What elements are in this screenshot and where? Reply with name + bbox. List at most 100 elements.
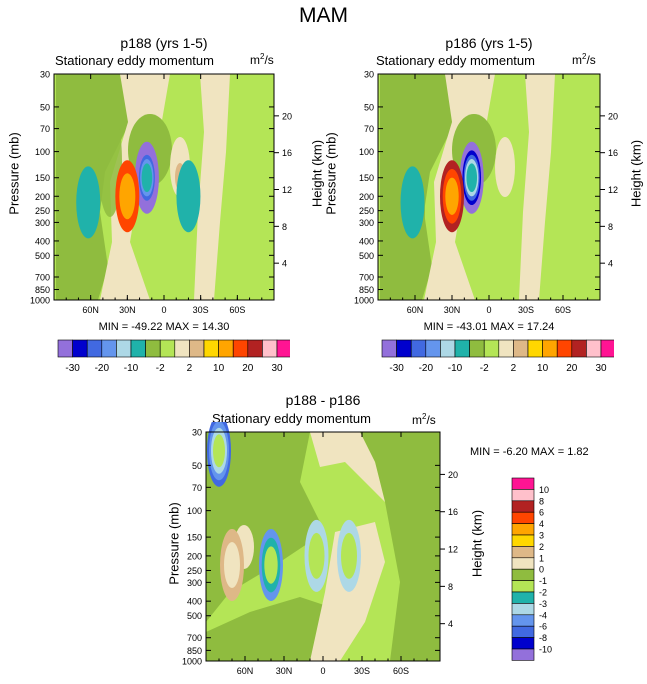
colorbar-label: 30 [595, 363, 607, 374]
colorbar-swatch [600, 339, 614, 358]
colorbar-swatch [527, 339, 543, 358]
contour-features [207, 422, 361, 602]
colorbar-label: -4 [539, 610, 547, 620]
y-tick-label: 850 [359, 285, 374, 295]
y-tick-label: 30 [364, 70, 374, 80]
colorbar-swatch [511, 511, 535, 524]
colorbar-swatch [542, 339, 558, 358]
panel-3-units: m2/s [412, 412, 436, 427]
y-tick-label: 100 [35, 147, 50, 157]
y-tick-label: 50 [364, 102, 374, 112]
panel-3-stats: MIN = -6.20 MAX = 1.82 [470, 446, 589, 458]
colorbar-label: -10 [448, 363, 463, 374]
contour-shade [445, 177, 459, 215]
colorbar-label: -6 [539, 622, 547, 632]
y-tick-label: 70 [192, 483, 202, 493]
y-tick-label: 1000 [182, 657, 202, 667]
contour-sh-band [194, 74, 230, 300]
contour-features [76, 141, 201, 239]
y2-tick-label: 4 [608, 259, 613, 269]
contour-shade [213, 434, 225, 468]
contour-features [400, 141, 484, 239]
y2-tick-label: 16 [448, 507, 458, 517]
panel-1-stats: MIN = -49.22 MAX = 14.30 [98, 321, 230, 333]
colorbar-swatch [425, 339, 441, 358]
colorbar-label: -2 [480, 363, 489, 374]
contour-sh-region [360, 432, 440, 661]
y2-tick-label: 8 [448, 582, 453, 592]
x-axis: 60N 30N 0 30S 60S [53, 74, 275, 315]
colorbar-swatch [57, 339, 73, 358]
y-tick-label: 300 [35, 218, 50, 228]
y-tick-label: 250 [187, 566, 202, 576]
contour-lower-region [206, 597, 330, 661]
panel-1-units: m2/s [250, 52, 274, 67]
colorbar-label: 2 [539, 542, 544, 552]
panel-1-subtitle: Stationary eddy momentum [55, 53, 214, 68]
panel-2-colorbar: -30 -20 -10 -2 2 10 20 30 [381, 339, 614, 374]
colorbar-label: 10 [213, 363, 225, 374]
panel-2-subtitle: Stationary eddy momentum [376, 53, 535, 68]
colorbar-label: 6 [539, 508, 544, 518]
x-tick-label: 60S [229, 305, 245, 315]
colorbar-label: -10 [539, 645, 552, 655]
colorbar-swatch [262, 339, 278, 358]
colorbar-swatch [159, 339, 176, 358]
colorbar-swatch [511, 648, 535, 661]
y-tick-label: 850 [35, 285, 50, 295]
contour-shade [141, 163, 153, 193]
y-tick-label: 70 [364, 124, 374, 134]
colorbar-label: 20 [242, 363, 254, 374]
x-tick-label: 30N [276, 666, 293, 676]
y-tick-label: 500 [35, 251, 50, 261]
y-tick-label: 700 [359, 273, 374, 283]
y-tick-label: 400 [187, 597, 202, 607]
contour-shade [466, 163, 478, 193]
colorbar-label: -30 [389, 363, 404, 374]
colorbar-label: 8 [539, 496, 544, 506]
colorbar-label: -1 [539, 576, 547, 586]
y-tick-label: 400 [359, 236, 374, 246]
y-tick-label: 300 [359, 218, 374, 228]
page-title: MAM [299, 4, 348, 27]
y2-tick-label: 12 [282, 185, 292, 195]
contour-shade [224, 542, 240, 589]
colorbar-label: -10 [124, 363, 139, 374]
y-axis-right: 4 8 12 16 20 [440, 470, 458, 629]
contour-sh-band [519, 74, 555, 300]
colorbar-label: -20 [95, 363, 110, 374]
y-tick-label: 100 [359, 147, 374, 157]
colorbar-swatch [511, 500, 535, 513]
contour-upper-cream [310, 432, 385, 502]
colorbar-label: 10 [539, 485, 549, 495]
y-tick-label: 250 [35, 206, 50, 216]
colorbar-swatch [511, 477, 535, 490]
contour-shade [400, 166, 425, 239]
panel-1-title: p188 (yrs 1-5) [120, 35, 208, 51]
colorbar-swatch [276, 339, 290, 358]
colorbar-swatch [381, 339, 397, 358]
contour-shade [176, 160, 201, 233]
y-tick-label: 50 [192, 461, 202, 471]
colorbar-swatch [440, 339, 456, 358]
colorbar-label: 2 [187, 363, 193, 374]
colorbar-label: -3 [539, 599, 547, 609]
y-tick-label: 150 [35, 173, 50, 183]
colorbar-label: -2 [156, 363, 165, 374]
contour-shade [76, 166, 101, 239]
colorbar-swatch [86, 339, 103, 358]
x-tick-label: 30N [119, 305, 136, 315]
y-tick-label: 400 [35, 236, 50, 246]
colorbar-swatch [556, 339, 573, 358]
y-axis-right: 4 8 12 16 20 [600, 111, 618, 269]
colorbar-swatch [511, 523, 535, 536]
x-tick-label: 0 [320, 666, 325, 676]
x-tick-label: 60N [407, 305, 424, 315]
contour-shade [119, 173, 136, 220]
colorbar-swatch [511, 637, 535, 650]
